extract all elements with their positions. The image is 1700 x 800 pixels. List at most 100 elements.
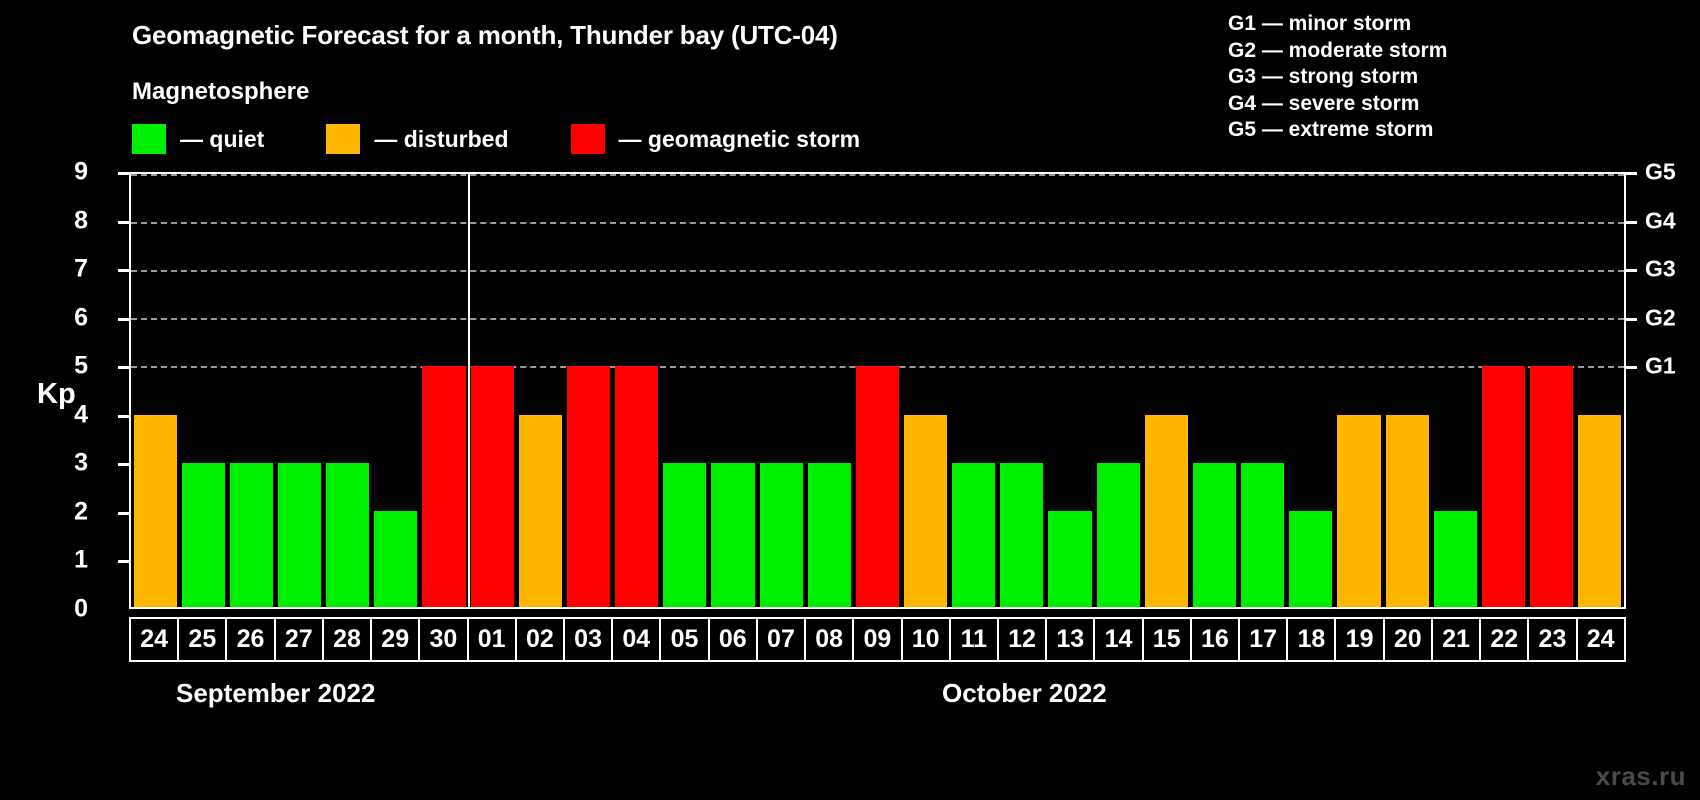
- day-label-cell[interactable]: 19: [1336, 619, 1385, 660]
- bar-slot[interactable]: [1479, 174, 1527, 607]
- bar-slot[interactable]: [998, 174, 1046, 607]
- bar-slot[interactable]: [420, 174, 468, 607]
- day-label-cell[interactable]: 23: [1529, 619, 1578, 660]
- day-label-cell[interactable]: 14: [1095, 619, 1144, 660]
- y-tick-label-6: 6: [74, 303, 88, 332]
- bar-day-12[interactable]: [1000, 462, 1044, 607]
- day-label-cell[interactable]: 01: [469, 619, 517, 660]
- bar-slot[interactable]: [516, 174, 564, 607]
- day-label-cell[interactable]: 30: [420, 619, 469, 660]
- bar-day-02[interactable]: [518, 414, 562, 607]
- bar-slot[interactable]: [1576, 174, 1624, 607]
- bar-slot[interactable]: [1239, 174, 1287, 607]
- day-label-cell[interactable]: 20: [1385, 619, 1433, 660]
- bar-day-07[interactable]: [759, 462, 803, 607]
- g-tick-mark-g4: [1626, 220, 1637, 224]
- day-label-cell[interactable]: 15: [1144, 619, 1192, 660]
- gscale-row-g2: G2 — moderate storm: [1228, 38, 1448, 62]
- bar-slot[interactable]: [902, 174, 950, 607]
- day-label-cell[interactable]: 06: [710, 619, 758, 660]
- day-label-cell[interactable]: 16: [1192, 619, 1241, 660]
- bar-day-09[interactable]: [855, 366, 899, 607]
- bar-day-20[interactable]: [1385, 414, 1429, 607]
- bar-day-27[interactable]: [277, 462, 322, 607]
- bar-day-28[interactable]: [326, 462, 370, 607]
- day-label-cell[interactable]: 07: [758, 619, 807, 660]
- bar-slot[interactable]: [661, 174, 709, 607]
- bar-slot[interactable]: [613, 174, 661, 607]
- day-label-cell[interactable]: 12: [999, 619, 1048, 660]
- bar-day-16[interactable]: [1192, 462, 1237, 607]
- day-label-cell[interactable]: 28: [324, 619, 373, 660]
- day-label-cell[interactable]: 08: [806, 619, 855, 660]
- bar-slot[interactable]: [324, 174, 372, 607]
- gscale-row-g1: G1 — minor storm: [1228, 12, 1412, 35]
- bar-slot[interactable]: [372, 174, 420, 607]
- bar-day-26[interactable]: [229, 462, 273, 607]
- bar-slot[interactable]: [1142, 174, 1190, 607]
- bar-slot[interactable]: [1335, 174, 1383, 607]
- bar-slot[interactable]: [1094, 174, 1142, 607]
- bar-slot[interactable]: [950, 174, 998, 607]
- bar-slot[interactable]: [1046, 174, 1094, 607]
- bar-day-11[interactable]: [952, 462, 996, 607]
- day-label-cell[interactable]: 05: [661, 619, 710, 660]
- bar-day-03[interactable]: [566, 366, 611, 607]
- bar-day-30[interactable]: [422, 366, 466, 607]
- bar-day-05[interactable]: [663, 462, 707, 607]
- day-label-cell[interactable]: 03: [565, 619, 614, 660]
- day-label-cell[interactable]: 24: [131, 619, 180, 660]
- bar-slot[interactable]: [1528, 174, 1576, 607]
- bar-slot[interactable]: [757, 174, 805, 607]
- bar-day-08[interactable]: [807, 462, 851, 607]
- day-label-cell[interactable]: 11: [951, 619, 999, 660]
- bar-day-24[interactable]: [133, 414, 177, 607]
- day-label-cell[interactable]: 10: [903, 619, 951, 660]
- bar-day-24[interactable]: [1578, 414, 1622, 607]
- day-label-cell[interactable]: 27: [276, 619, 324, 660]
- bar-day-13[interactable]: [1048, 510, 1092, 607]
- day-label-cell[interactable]: 17: [1240, 619, 1289, 660]
- bar-slot[interactable]: [468, 174, 516, 607]
- bar-slot[interactable]: [1190, 174, 1238, 607]
- bar-day-01[interactable]: [470, 366, 514, 607]
- day-label-cell[interactable]: 22: [1481, 619, 1530, 660]
- day-label-cell[interactable]: 09: [854, 619, 903, 660]
- bar-slot[interactable]: [853, 174, 901, 607]
- bar-day-10[interactable]: [904, 414, 948, 607]
- bar-slot[interactable]: [709, 174, 757, 607]
- day-label-cell[interactable]: 21: [1433, 619, 1482, 660]
- day-label-cell[interactable]: 18: [1288, 619, 1337, 660]
- day-label-cell[interactable]: 13: [1047, 619, 1096, 660]
- bar-day-29[interactable]: [374, 510, 418, 607]
- y-tick-label-3: 3: [74, 448, 88, 477]
- gscale-legend: G1 — minor storm G2 — moderate storm G3 — …: [1228, 11, 1447, 144]
- day-label-cell[interactable]: 24: [1586, 625, 1615, 653]
- bar-slot[interactable]: [275, 174, 323, 607]
- bar-slot[interactable]: [805, 174, 853, 607]
- bar-day-23[interactable]: [1530, 366, 1574, 607]
- bar-slot[interactable]: [564, 174, 612, 607]
- day-label-cell[interactable]: 02: [517, 619, 565, 660]
- day-label-cell[interactable]: 25: [179, 619, 228, 660]
- bar-day-15[interactable]: [1144, 414, 1188, 607]
- bar-slot[interactable]: [1287, 174, 1335, 607]
- bar-day-22[interactable]: [1481, 366, 1526, 607]
- bar-day-04[interactable]: [615, 366, 659, 607]
- bar-slot[interactable]: [1431, 174, 1479, 607]
- bar-day-14[interactable]: [1096, 462, 1140, 607]
- day-label-cell[interactable]: 29: [372, 619, 421, 660]
- bar-day-17[interactable]: [1241, 462, 1285, 607]
- bar-day-21[interactable]: [1433, 510, 1477, 607]
- bar-slot[interactable]: [131, 174, 179, 607]
- day-label-cell[interactable]: 04: [613, 619, 662, 660]
- bar-day-18[interactable]: [1289, 510, 1333, 607]
- day-label-cell[interactable]: 26: [227, 619, 276, 660]
- bar-day-19[interactable]: [1337, 414, 1381, 607]
- bar-day-06[interactable]: [711, 462, 755, 607]
- bar-day-25[interactable]: [181, 462, 225, 607]
- bar-slot[interactable]: [1383, 174, 1431, 607]
- y-tick-mark-5: [118, 366, 129, 370]
- bar-slot[interactable]: [179, 174, 227, 607]
- bar-slot[interactable]: [227, 174, 275, 607]
